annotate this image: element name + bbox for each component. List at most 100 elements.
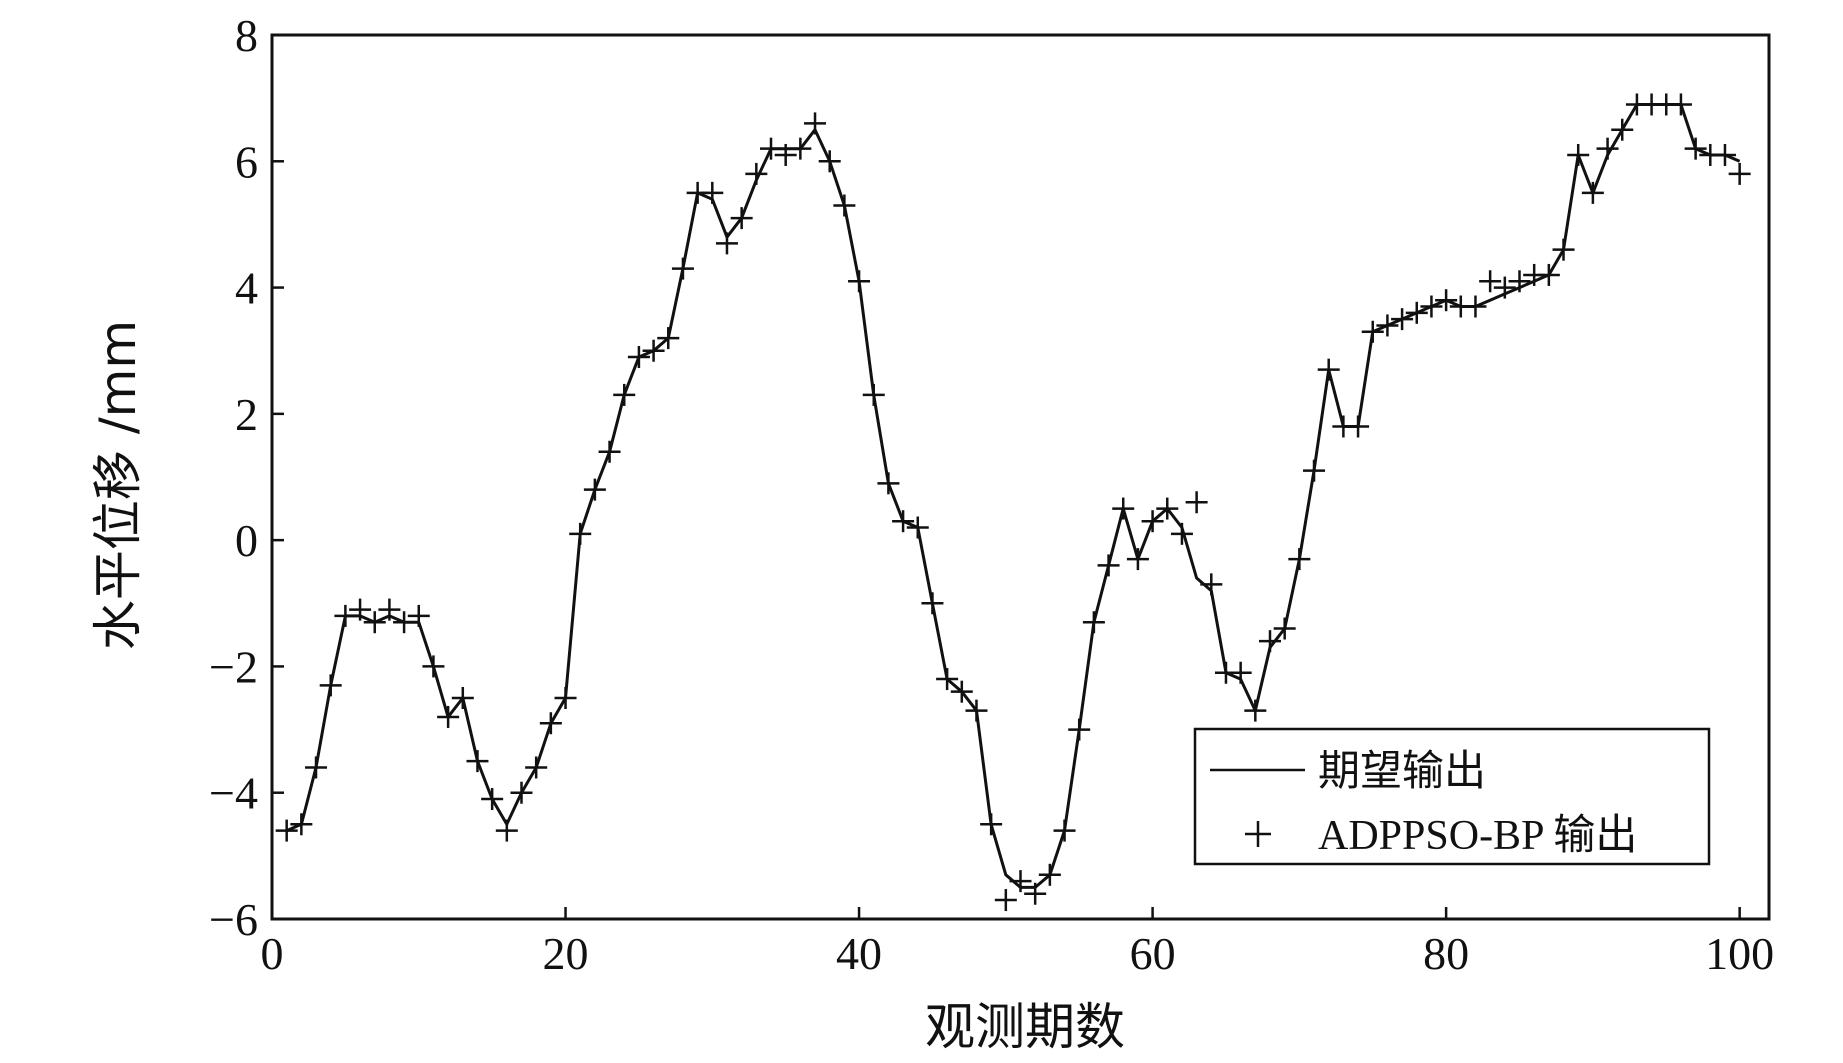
data-point-marker <box>1009 870 1032 893</box>
data-point-marker <box>804 112 827 135</box>
data-point-marker <box>1391 308 1414 331</box>
y-tick-label: 2 <box>235 389 258 440</box>
x-tick-label: 60 <box>1130 928 1176 979</box>
y-axis-title: 水平位移 /mm <box>89 320 147 650</box>
data-point-marker <box>1669 93 1692 116</box>
data-point-marker <box>1185 491 1208 514</box>
data-point-marker <box>363 611 386 634</box>
data-point-marker <box>980 813 1003 836</box>
data-point-marker <box>1508 270 1531 293</box>
data-point-marker <box>994 889 1017 912</box>
y-tick-label: −2 <box>209 641 258 692</box>
x-tick-label: 100 <box>1705 928 1774 979</box>
data-point-marker <box>1347 415 1370 438</box>
data-point-marker <box>275 819 298 842</box>
data-point-marker <box>1126 548 1149 571</box>
data-point-marker <box>290 813 313 836</box>
data-point-marker <box>1552 238 1575 261</box>
data-point-marker <box>877 472 900 495</box>
data-point-marker <box>1097 554 1120 577</box>
legend: 期望输出 ADPPSO-BP 输出 <box>1193 727 1711 866</box>
data-point-marker <box>1493 276 1516 299</box>
data-point-marker <box>1420 295 1443 318</box>
data-point-marker <box>569 522 592 545</box>
data-point-marker <box>319 674 342 697</box>
y-tick-label: −6 <box>209 894 258 945</box>
data-point-marker <box>422 655 445 678</box>
data-point-marker <box>1376 314 1399 337</box>
data-point-marker <box>1435 289 1458 312</box>
data-point-marker <box>789 137 812 160</box>
legend-label-expected: 期望输出 <box>1318 749 1486 795</box>
data-point-marker <box>701 181 724 204</box>
data-point-marker <box>1567 143 1590 166</box>
data-point-marker <box>378 598 401 621</box>
data-point-marker <box>1405 301 1428 324</box>
data-point-marker <box>1273 617 1296 640</box>
data-point-marker <box>305 756 328 779</box>
data-point-marker <box>583 478 606 501</box>
data-point-marker <box>1200 573 1223 596</box>
data-point-marker <box>1713 143 1736 166</box>
data-point-marker <box>760 137 782 160</box>
data-point-marker <box>437 705 460 728</box>
data-point-marker <box>393 611 416 634</box>
data-point-marker <box>657 327 680 350</box>
data-point-marker <box>774 143 797 166</box>
data-point-marker <box>1288 548 1311 571</box>
data-point-marker <box>965 699 988 722</box>
legend-box <box>1193 727 1711 866</box>
data-point-marker <box>1082 611 1105 634</box>
data-point-marker <box>1581 181 1604 204</box>
data-point-marker <box>1537 263 1560 286</box>
x-axis-title: 观测期数 <box>925 998 1125 1056</box>
y-tick-label: 4 <box>235 263 258 314</box>
data-point-marker <box>525 756 548 779</box>
data-point-marker <box>1728 162 1751 185</box>
y-tick-label: 8 <box>235 10 258 61</box>
data-point-marker <box>642 339 665 362</box>
data-point-marker <box>906 516 929 539</box>
data-point-marker <box>921 592 944 615</box>
data-point-marker <box>510 781 533 804</box>
data-point-marker <box>1038 863 1061 886</box>
data-point-marker <box>1361 320 1384 343</box>
data-point-marker <box>833 194 856 217</box>
data-point-marker <box>715 232 738 255</box>
data-point-marker <box>862 383 885 406</box>
data-point-marker <box>349 598 372 621</box>
data-point-marker <box>1479 270 1502 293</box>
data-point-marker <box>1317 358 1340 381</box>
data-point-marker <box>466 750 489 773</box>
data-point-marker <box>613 383 636 406</box>
data-point-marker <box>1259 630 1281 653</box>
data-point-marker <box>451 687 474 709</box>
data-point-marker <box>1053 819 1076 842</box>
y-tick-label: 0 <box>235 515 258 566</box>
x-tick-label: 40 <box>836 928 882 979</box>
data-point-marker <box>1024 882 1047 905</box>
data-point-marker <box>892 510 915 533</box>
data-point-marker <box>334 604 357 627</box>
y-tick-label: 6 <box>235 136 258 187</box>
data-point-marker <box>745 162 768 185</box>
data-point-marker <box>495 819 518 842</box>
data-point-marker <box>1229 661 1252 684</box>
legend-label-adppso: ADPPSO-BP 输出 <box>1318 813 1637 859</box>
axes-frame <box>270 33 1771 921</box>
axis-ticks: 0 20 40 60 80 100 −6 −4 −2 0 2 4 6 8 <box>209 10 1774 979</box>
data-point-marker <box>1244 699 1267 722</box>
data-point-marker <box>407 604 430 627</box>
data-point-marker <box>1156 497 1179 520</box>
data-point-marker <box>671 257 694 280</box>
data-point-marker <box>1141 510 1164 533</box>
x-tick-label: 80 <box>1423 928 1469 979</box>
data-point-marker <box>950 680 973 703</box>
y-tick-label: −4 <box>209 768 258 819</box>
data-point-marker <box>554 687 577 709</box>
plot-area <box>275 93 1751 912</box>
data-point-marker <box>1611 118 1634 141</box>
data-point-marker <box>539 712 562 735</box>
data-point-marker <box>627 346 650 369</box>
